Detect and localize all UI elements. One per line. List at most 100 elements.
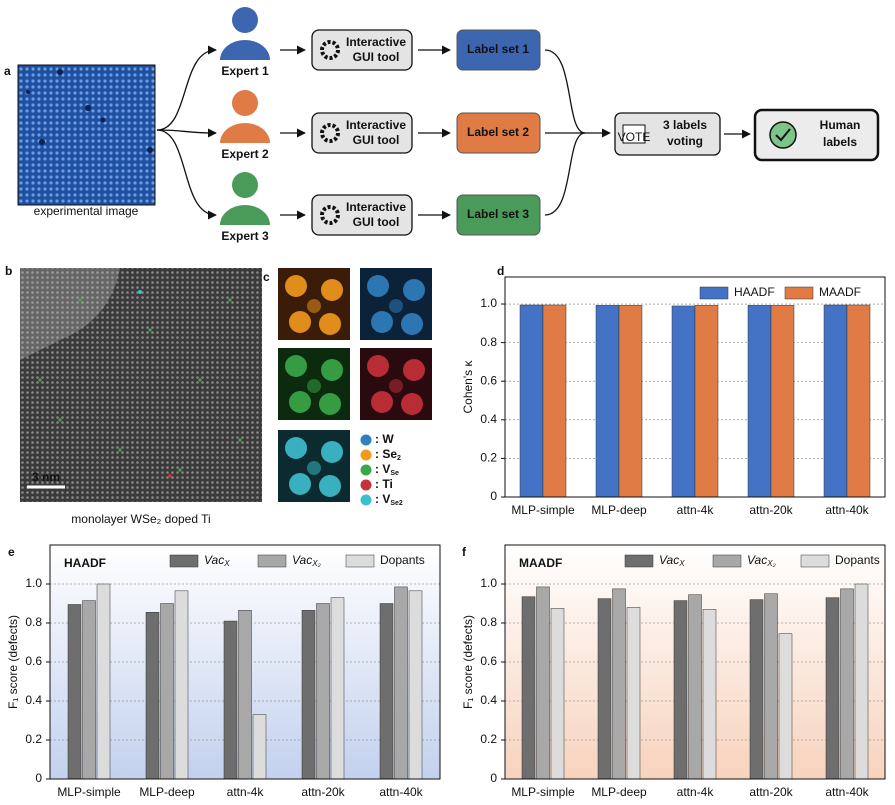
- legend-swatch: [345, 554, 375, 568]
- y-tick-label: 0.2: [480, 732, 497, 746]
- bar: [67, 604, 82, 780]
- legend-label-sub: X₂: [311, 559, 320, 568]
- x-tick-label: MLP-deep: [591, 785, 647, 799]
- y-tick-label: 0: [35, 771, 42, 785]
- legend-label-sub: X: [223, 559, 230, 568]
- y-tick-label: 0.2: [25, 732, 42, 746]
- legend-label-sub: 2: [397, 455, 401, 462]
- legend-label: Dopants: [835, 553, 880, 567]
- arrow: [156, 45, 217, 131]
- bar: [840, 588, 854, 780]
- tool-label: GUI tool: [353, 50, 400, 64]
- tile-atom: [401, 313, 423, 335]
- legend-label: MAADF: [819, 285, 861, 299]
- legend-label-main: : V: [375, 492, 390, 506]
- label-set-box: [456, 29, 541, 71]
- tool-label: GUI tool: [353, 215, 400, 229]
- x-tick-label: MLP-simple: [511, 503, 575, 517]
- tile-atom: [285, 355, 307, 377]
- tool-label: Interactive: [346, 200, 406, 214]
- tile-atom: [319, 475, 341, 497]
- tile-atom: [289, 311, 311, 333]
- legend-swatch: [624, 554, 654, 568]
- bar: [519, 304, 544, 498]
- legend-swatch: [699, 286, 729, 300]
- vote-icon-label: VOTE: [618, 130, 651, 144]
- tile-atom: [371, 311, 393, 333]
- y-tick-label: 0.4: [480, 693, 497, 707]
- legend-dot: [360, 434, 372, 446]
- tile-atom: [401, 393, 423, 415]
- y-tick-label: 0.6: [25, 654, 42, 668]
- x-tick-label: attn-4k: [227, 785, 265, 799]
- chart-title: HAADF: [64, 556, 106, 570]
- label-set-box: [456, 194, 541, 236]
- y-axis-label: F₁ score (defects): [461, 615, 475, 709]
- tile-atom: [321, 279, 343, 301]
- result-label: labels: [823, 135, 857, 149]
- legend-label-main: Dopants: [835, 553, 880, 567]
- legend-label: : VSe2: [375, 492, 403, 507]
- y-tick-label: 0.6: [480, 654, 497, 668]
- image-caption: experimental image: [34, 204, 139, 218]
- y-tick-label: 1.0: [480, 296, 497, 310]
- y-tick-label: 0.8: [480, 335, 497, 349]
- voting-label: 3 labels: [663, 118, 707, 132]
- legend-label: VacX: [659, 553, 685, 568]
- expert-head: [232, 172, 258, 198]
- merge-line: [544, 132, 586, 216]
- legend-dot: [360, 494, 372, 506]
- bar: [408, 590, 423, 780]
- bar: [379, 603, 394, 780]
- label-set-box: [456, 112, 541, 154]
- expert-name: Expert 2: [221, 147, 269, 161]
- legend-label-main: Vac: [747, 553, 767, 567]
- x-tick-label: attn-40k: [825, 503, 869, 517]
- plot-frame: [49, 544, 441, 780]
- y-tick-label: 0.8: [480, 615, 497, 629]
- bar: [671, 305, 696, 498]
- bar: [536, 586, 550, 780]
- y-axis-label: F₁ score (defects): [6, 615, 20, 709]
- legend-label-sub: X: [678, 559, 685, 568]
- bar: [595, 305, 620, 498]
- bar: [688, 594, 702, 780]
- arrow: [156, 129, 217, 220]
- tool-box: [311, 194, 413, 236]
- expert-head: [232, 7, 258, 33]
- y-axis-label: Cohen's κ: [461, 360, 475, 414]
- label-set: Label set 2: [467, 125, 529, 139]
- image-region: [20, 268, 120, 360]
- tile-atom: [403, 359, 425, 381]
- legend-label-main: : V: [375, 462, 390, 476]
- tile-atom: [367, 355, 389, 377]
- bar: [694, 305, 719, 498]
- y-tick-label: 0.4: [25, 693, 42, 707]
- bar: [854, 583, 869, 780]
- bar: [316, 603, 330, 780]
- bar: [394, 586, 408, 780]
- expert-body: [220, 205, 270, 225]
- arrow: [156, 128, 217, 138]
- legend-swatch: [257, 554, 287, 568]
- y-tick-label: 0.8: [25, 615, 42, 629]
- expert-body: [220, 40, 270, 60]
- tool-box: [311, 29, 413, 71]
- bar: [823, 304, 848, 498]
- bar: [174, 590, 189, 780]
- tile-atom: [371, 391, 393, 413]
- x-tick-label: attn-20k: [749, 785, 793, 799]
- legend-label: VacX₂: [292, 553, 321, 568]
- tile-atom: [307, 299, 321, 313]
- y-tick-label: 1.0: [25, 576, 42, 590]
- chart-title: MAADF: [519, 556, 562, 570]
- legend-label: VacX₂: [747, 553, 776, 568]
- legend-label-main: : Se: [375, 447, 397, 461]
- bar: [778, 633, 793, 780]
- legend-label: VacX: [204, 553, 230, 568]
- label-set: Label set 1: [467, 42, 529, 56]
- defect-marker: [168, 474, 172, 478]
- expert-head: [232, 90, 258, 116]
- legend-label: : Ti: [375, 477, 393, 491]
